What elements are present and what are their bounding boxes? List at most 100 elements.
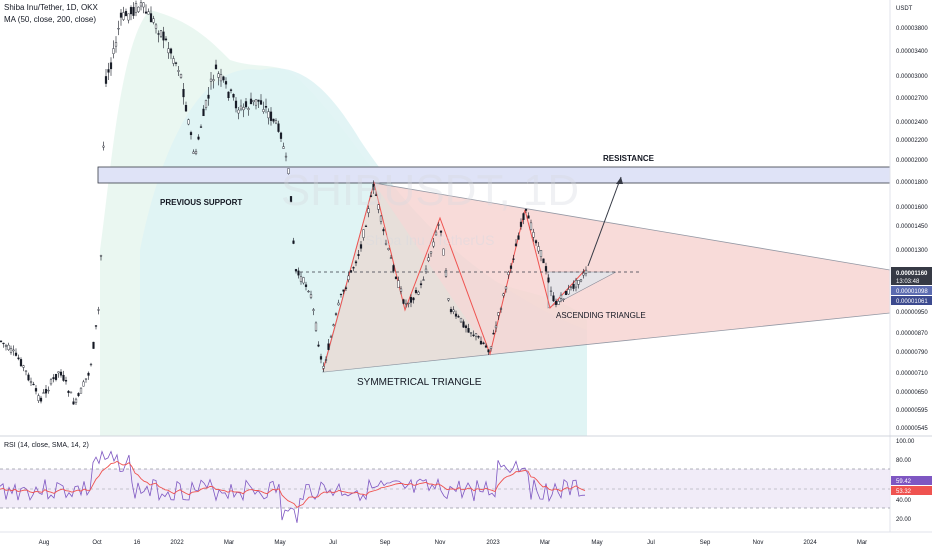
candle-body bbox=[142, 2, 145, 8]
candle-body bbox=[339, 293, 343, 296]
candle-body bbox=[427, 257, 430, 261]
candle-body bbox=[269, 111, 273, 121]
price-tick-label: 0.00003000 bbox=[896, 74, 928, 80]
candle-body bbox=[382, 229, 385, 232]
candle-body bbox=[232, 93, 235, 98]
candle-body bbox=[369, 195, 373, 197]
candle-body bbox=[359, 244, 363, 249]
candle-body bbox=[464, 325, 468, 329]
time-axis-label: Jul bbox=[647, 540, 655, 546]
time-axis-label: May bbox=[591, 540, 602, 546]
candle-body bbox=[482, 342, 485, 345]
candle-body bbox=[14, 352, 18, 356]
candle-body bbox=[532, 232, 535, 238]
candle-body bbox=[209, 78, 213, 82]
candle-body bbox=[424, 268, 428, 273]
candle-body bbox=[64, 379, 68, 382]
current-price-tag[interactable] bbox=[891, 267, 932, 285]
candle-body bbox=[12, 349, 15, 352]
candle-body bbox=[512, 258, 515, 260]
candle-body bbox=[542, 258, 545, 264]
candle-body bbox=[204, 100, 208, 108]
candle-body bbox=[569, 286, 573, 288]
candle-body bbox=[284, 155, 288, 158]
candle-body bbox=[262, 109, 265, 112]
candle-body bbox=[537, 246, 540, 252]
price-axis-ticks: 0.00003800 0.00003400 0.00003000 0.00002700… bbox=[896, 26, 928, 432]
candle-body bbox=[494, 325, 498, 329]
ma2-price-tag bbox=[891, 296, 932, 305]
rsi-value: 59.42 bbox=[896, 479, 912, 485]
candle-body bbox=[422, 279, 425, 281]
candle-body bbox=[474, 333, 478, 337]
candle-body bbox=[399, 288, 403, 292]
candle-body bbox=[539, 250, 543, 257]
candle-body bbox=[109, 62, 113, 70]
candle-body bbox=[579, 279, 583, 282]
time-axis-label: 2023 bbox=[486, 540, 500, 546]
candle-body bbox=[114, 42, 118, 47]
price-tick-label: 0.00001450 bbox=[896, 224, 928, 230]
price-tick-label: 0.00000545 bbox=[896, 426, 928, 432]
candle-body bbox=[582, 272, 585, 276]
candle-body bbox=[477, 336, 480, 338]
candle-body bbox=[342, 289, 345, 292]
candle-body bbox=[429, 251, 433, 254]
price-tick-label: 0.00000710 bbox=[896, 371, 928, 377]
candle-body bbox=[297, 270, 300, 276]
candle-body bbox=[307, 290, 310, 293]
previous-support-label: PREVIOUS SUPPORT bbox=[160, 198, 242, 207]
rsi-tick-40: 40.00 bbox=[896, 498, 912, 504]
candle-body bbox=[267, 111, 270, 119]
symbol-legend[interactable]: Shiba Inu/Tether, 1D, OKX bbox=[4, 3, 98, 12]
candle-body bbox=[544, 266, 548, 272]
rsi-line bbox=[0, 450, 586, 523]
price-tick-label: 0.00001800 bbox=[896, 180, 928, 186]
time-axis[interactable]: Aug Oct 16 2022 Mar May Jul Sep Nov 2023 Mar May Jul… bbox=[39, 540, 868, 546]
candle-body bbox=[159, 30, 163, 37]
candle-body bbox=[69, 391, 73, 394]
ma1-price-value: 0.00001098 bbox=[896, 289, 928, 295]
time-axis-label: Nov bbox=[435, 540, 446, 546]
candle-body bbox=[332, 324, 335, 326]
ma-legend[interactable]: MA (50, close, 200, close) bbox=[4, 15, 97, 24]
candle-body bbox=[394, 276, 398, 279]
candle-body bbox=[484, 345, 488, 348]
candle-body bbox=[302, 277, 305, 284]
candle-body bbox=[147, 11, 150, 15]
candle-body bbox=[312, 309, 315, 311]
candle-body bbox=[417, 291, 420, 295]
candle-body bbox=[227, 91, 230, 99]
candle-body bbox=[219, 74, 223, 82]
candle-body bbox=[282, 146, 285, 149]
time-axis-label: Mar bbox=[540, 540, 550, 546]
candle-body bbox=[509, 265, 513, 269]
candle-body bbox=[519, 221, 523, 227]
price-tick-label: 0.00000650 bbox=[896, 390, 928, 396]
candle-body bbox=[507, 271, 510, 275]
candle-body bbox=[247, 108, 250, 110]
candle-body bbox=[152, 18, 155, 23]
candle-body bbox=[497, 312, 500, 316]
candle-body bbox=[39, 397, 43, 402]
candle-body bbox=[289, 196, 293, 203]
candle-body bbox=[487, 349, 490, 353]
candle-body bbox=[192, 151, 195, 154]
candle-body bbox=[467, 328, 470, 333]
candle-body bbox=[344, 287, 348, 289]
breakout-arrowhead bbox=[616, 177, 623, 184]
candle-body bbox=[304, 284, 308, 287]
candle-body bbox=[397, 280, 400, 288]
time-axis-label: 16 bbox=[134, 540, 141, 546]
candle-body bbox=[377, 204, 380, 210]
candle-body bbox=[119, 12, 123, 18]
candle-body bbox=[92, 341, 95, 349]
candle-body bbox=[412, 297, 415, 301]
candle-body bbox=[139, 2, 143, 7]
candle-body bbox=[199, 126, 203, 128]
price-tick-label: 0.00002200 bbox=[896, 138, 928, 144]
symbol-watermark-sub: Shiba Inu / TetherUS bbox=[366, 232, 495, 248]
candle-body bbox=[4, 345, 8, 347]
